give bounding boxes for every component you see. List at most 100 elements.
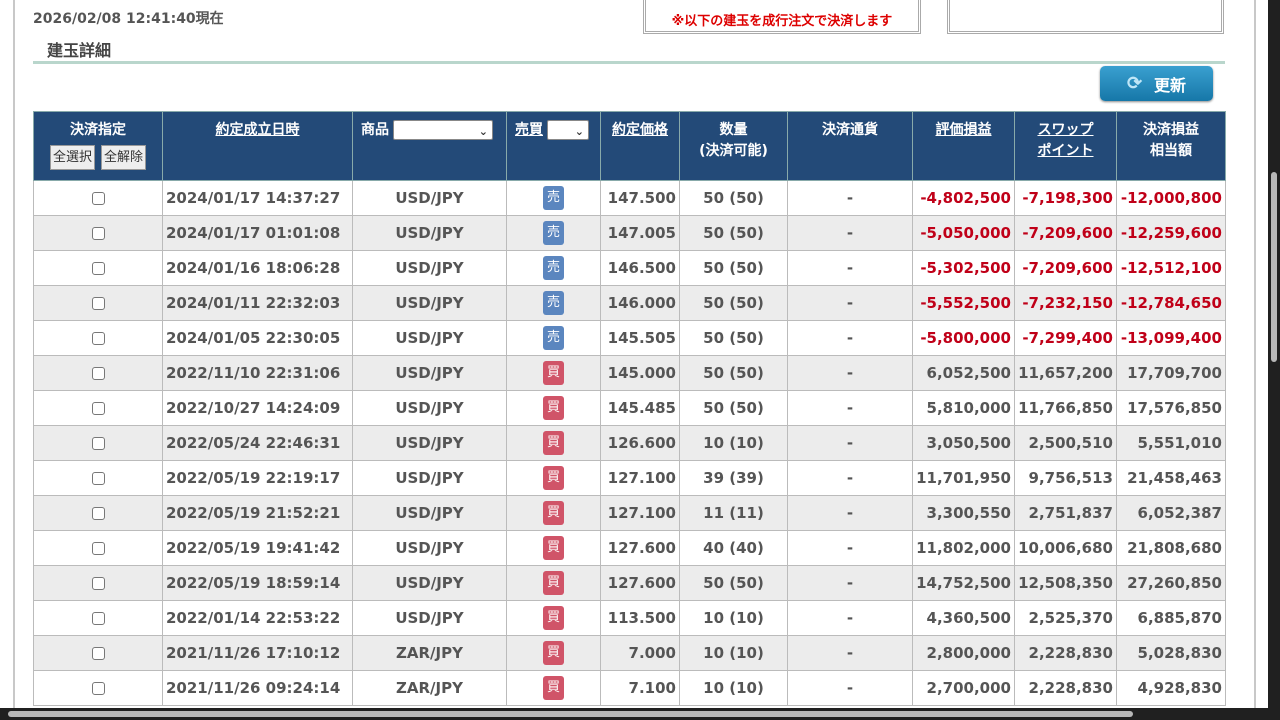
settle-checkbox[interactable]: [91, 367, 105, 380]
sort-unrealized-link[interactable]: 評価損益: [935, 122, 992, 138]
horizontal-scrollbar[interactable]: [0, 708, 1280, 720]
table-header: 決済指定 全選択 全解除 約定成立日時 商品 ⌄ 売買 ⌄ 約定価格 数量 (決済可能…: [33, 111, 1226, 181]
currency-cell: -: [787, 215, 913, 251]
unrealized-cell: -5,800,000: [912, 320, 1015, 356]
side-cell: 売: [506, 180, 601, 216]
price-cell: 7.100: [600, 670, 680, 706]
settle-checkbox[interactable]: [91, 542, 105, 555]
pl-cell: -13,099,400: [1116, 320, 1226, 356]
buy-badge: 買: [543, 606, 564, 630]
side-cell: 売: [506, 250, 601, 286]
table-row: 2022/01/14 22:53:22 USD/JPY 買 113.500 10…: [33, 600, 1226, 636]
settle-checkbox[interactable]: [91, 227, 105, 240]
refresh-label: 更新: [1154, 77, 1187, 95]
product-filter-select[interactable]: ⌄: [393, 120, 493, 140]
settle-checkbox[interactable]: [91, 647, 105, 660]
sort-swap-link[interactable]: スワップ: [1037, 122, 1094, 138]
settle-cell: [33, 425, 163, 461]
settle-checkbox[interactable]: [91, 332, 105, 345]
table-row: 2024/01/17 14:37:27 USD/JPY 売 147.500 50…: [33, 180, 1226, 216]
sort-datetime-link[interactable]: 約定成立日時: [215, 122, 300, 138]
settle-checkbox[interactable]: [91, 297, 105, 310]
page-frame: [13, 0, 1256, 708]
unrealized-cell: -4,802,500: [912, 180, 1015, 216]
side-cell: 買: [506, 530, 601, 566]
price-cell: 127.100: [600, 495, 680, 531]
datetime-cell: 2024/01/16 18:06:28: [162, 250, 353, 286]
chevron-down-icon: ⌄: [478, 125, 488, 138]
side-filter-select[interactable]: ⌄: [547, 120, 589, 140]
header-product: 商品 ⌄: [352, 111, 507, 181]
side-cell: 買: [506, 635, 601, 671]
pl-cell: 17,576,850: [1116, 390, 1226, 426]
settle-checkbox[interactable]: [91, 507, 105, 520]
vertical-scroll-thumb[interactable]: [1271, 172, 1277, 362]
unrealized-cell: 4,360,500: [912, 600, 1015, 636]
qty-cell: 50 (50): [679, 355, 788, 391]
swap-cell: 2,228,830: [1014, 635, 1117, 671]
product-cell: ZAR/JPY: [352, 635, 507, 671]
price-cell: 145.485: [600, 390, 680, 426]
currency-cell: -: [787, 425, 913, 461]
settle-cell: [33, 250, 163, 286]
qty-cell: 39 (39): [679, 460, 788, 496]
price-cell: 7.000: [600, 635, 680, 671]
settle-checkbox[interactable]: [91, 577, 105, 590]
pl-cell: 5,028,830: [1116, 635, 1226, 671]
select-all-button[interactable]: 全選択: [49, 145, 95, 170]
settle-cell: [33, 355, 163, 391]
datetime-cell: 2022/01/14 22:53:22: [162, 600, 353, 636]
chevron-down-icon: ⌄: [574, 125, 584, 138]
settle-checkbox[interactable]: [91, 437, 105, 450]
price-cell: 146.500: [600, 250, 680, 286]
as-of-timestamp: 2026/02/08 12:41:40現在: [33, 11, 224, 27]
side-cell: 買: [506, 565, 601, 601]
qty-cell: 10 (10): [679, 425, 788, 461]
product-cell: USD/JPY: [352, 460, 507, 496]
buy-badge: 買: [543, 676, 564, 700]
price-cell: 127.600: [600, 530, 680, 566]
vertical-scrollbar[interactable]: [1268, 0, 1280, 708]
header-datetime[interactable]: 約定成立日時: [162, 111, 353, 181]
unrealized-cell: 2,800,000: [912, 635, 1015, 671]
settle-cell: [33, 460, 163, 496]
settle-checkbox[interactable]: [91, 402, 105, 415]
refresh-button[interactable]: ⟳ 更新: [1100, 66, 1213, 101]
settle-checkbox[interactable]: [91, 262, 105, 275]
settle-cell: [33, 285, 163, 321]
unrealized-cell: 6,052,500: [912, 355, 1015, 391]
sort-price-link[interactable]: 約定価格: [612, 122, 668, 138]
sort-swap-link-line2[interactable]: ポイント: [1037, 143, 1094, 159]
product-cell: USD/JPY: [352, 495, 507, 531]
currency-cell: -: [787, 460, 913, 496]
currency-cell: -: [787, 390, 913, 426]
notice-text: ※以下の建玉を成行注文で決済します: [671, 14, 893, 29]
datetime-cell: 2022/10/27 14:24:09: [162, 390, 353, 426]
price-cell: 113.500: [600, 600, 680, 636]
swap-cell: -7,209,600: [1014, 215, 1117, 251]
qty-cell: 50 (50): [679, 285, 788, 321]
header-swap[interactable]: スワップ ポイント: [1014, 111, 1117, 181]
header-unrealized[interactable]: 評価損益: [912, 111, 1015, 181]
product-cell: USD/JPY: [352, 320, 507, 356]
qty-cell: 11 (11): [679, 495, 788, 531]
price-cell: 145.000: [600, 355, 680, 391]
settle-checkbox[interactable]: [91, 192, 105, 205]
header-price[interactable]: 約定価格: [600, 111, 680, 181]
settle-cell: [33, 600, 163, 636]
swap-cell: 10,006,680: [1014, 530, 1117, 566]
settle-checkbox[interactable]: [91, 612, 105, 625]
horizontal-scroll-thumb[interactable]: [8, 711, 1133, 717]
datetime-cell: 2021/11/26 17:10:12: [162, 635, 353, 671]
sort-side-link[interactable]: 売買: [515, 122, 543, 138]
unrealized-cell: 11,701,950: [912, 460, 1015, 496]
settle-checkbox[interactable]: [91, 682, 105, 695]
clear-all-button[interactable]: 全解除: [101, 145, 147, 170]
unrealized-cell: -5,050,000: [912, 215, 1015, 251]
qty-cell: 50 (50): [679, 180, 788, 216]
settle-cell: [33, 670, 163, 706]
settle-checkbox[interactable]: [91, 472, 105, 485]
unrealized-cell: 3,300,550: [912, 495, 1015, 531]
table-row: 2024/01/05 22:30:05 USD/JPY 売 145.505 50…: [33, 320, 1226, 356]
currency-cell: -: [787, 565, 913, 601]
